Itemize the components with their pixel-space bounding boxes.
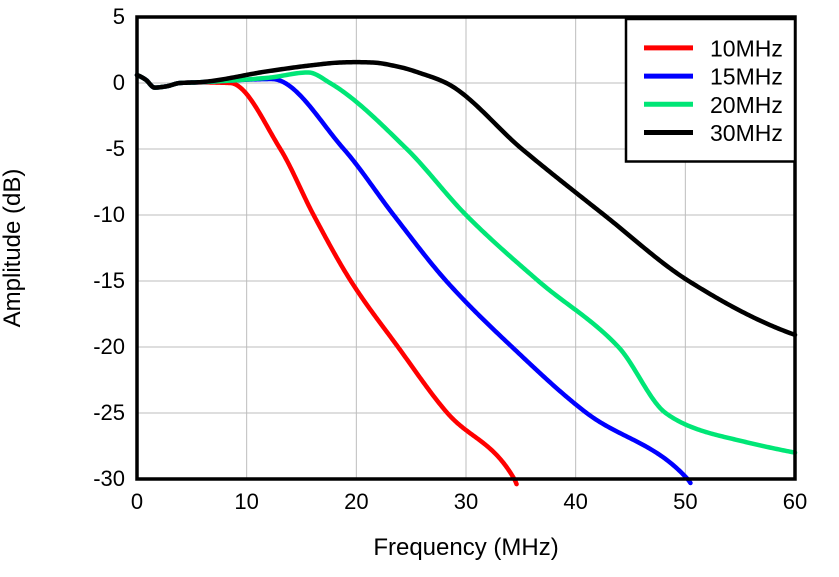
svg-text:15MHz: 15MHz [710,64,783,90]
svg-text:30MHz: 30MHz [710,120,783,146]
svg-text:30: 30 [454,489,478,514]
svg-text:0: 0 [131,489,143,514]
svg-text:-5: -5 [105,136,125,161]
svg-text:60: 60 [783,489,807,514]
svg-text:Frequency (MHz): Frequency (MHz) [373,534,558,561]
svg-text:-10: -10 [93,202,125,227]
svg-text:50: 50 [673,489,697,514]
svg-text:40: 40 [563,489,587,514]
svg-text:5: 5 [113,4,125,29]
svg-text:-15: -15 [93,268,125,293]
svg-text:Amplitude (dB): Amplitude (dB) [0,169,26,328]
svg-text:20MHz: 20MHz [710,92,783,118]
svg-text:10MHz: 10MHz [710,36,783,62]
svg-text:10: 10 [234,489,258,514]
svg-text:-25: -25 [93,400,125,425]
svg-text:0: 0 [113,70,125,95]
svg-text:-20: -20 [93,334,125,359]
svg-text:-30: -30 [93,466,125,491]
svg-text:20: 20 [344,489,368,514]
